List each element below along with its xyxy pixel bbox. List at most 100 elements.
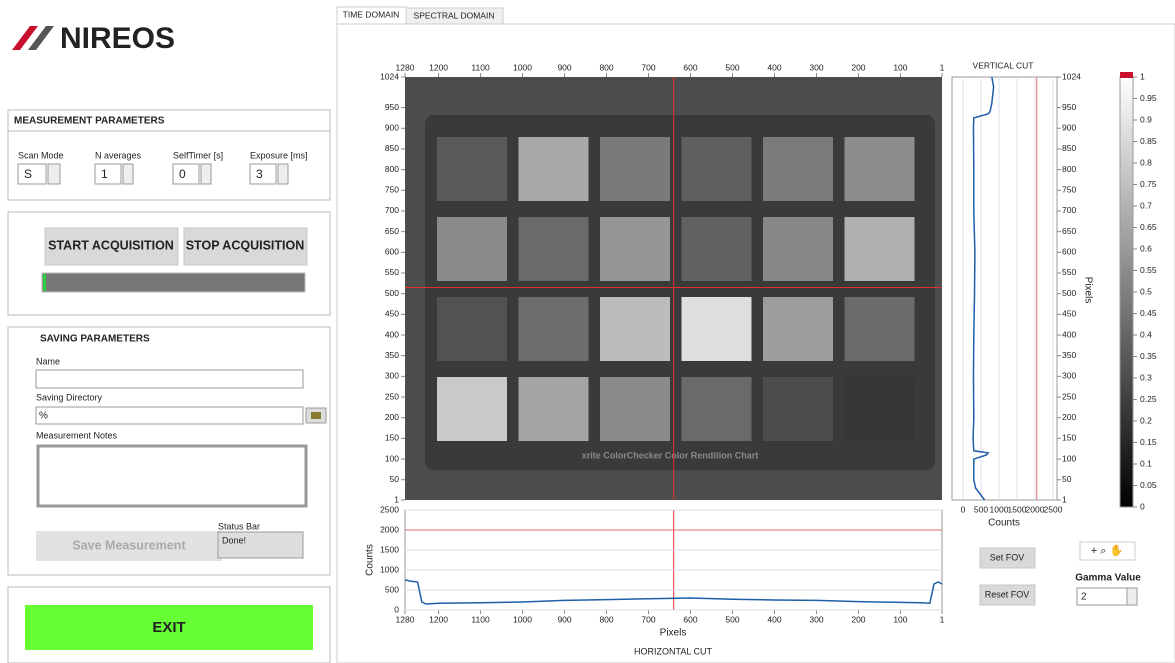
y-tick-label: 250 — [1062, 391, 1076, 401]
field-input[interactable] — [95, 164, 121, 184]
x-tick-label: 1 — [940, 614, 945, 624]
colorbar-label: 0.85 — [1140, 136, 1157, 146]
patch — [519, 217, 589, 281]
colorbar-label: 0.15 — [1140, 437, 1157, 447]
patch — [682, 137, 752, 201]
field-label: SelfTimer [s] — [173, 150, 223, 160]
notes-input[interactable] — [38, 446, 306, 506]
x-tick-label: 1200 — [429, 62, 448, 72]
patch — [845, 377, 915, 441]
field-label: Gamma Value — [1075, 573, 1141, 584]
y-tick-label: 1024 — [1062, 71, 1081, 81]
progress-bar — [42, 273, 305, 292]
colorbar-label: 0.8 — [1140, 157, 1152, 167]
colorbar-label: 0.4 — [1140, 329, 1152, 339]
y-tick-label: 650 — [1062, 226, 1076, 236]
x-tick-label: 600 — [683, 62, 697, 72]
patch — [600, 217, 670, 281]
name-input[interactable] — [36, 370, 303, 388]
exit-label: EXIT — [152, 619, 185, 636]
x-tick-label: 1200 — [429, 614, 448, 624]
patch — [845, 137, 915, 201]
colorbar-label: 0.3 — [1140, 372, 1152, 382]
y-tick-label: 700 — [385, 205, 399, 215]
plot-title: VERTICAL CUT — [973, 60, 1034, 70]
patch — [519, 297, 589, 361]
patch — [519, 137, 589, 201]
colorbar-label: 0.9 — [1140, 114, 1152, 124]
logo: NIREOS — [12, 22, 175, 55]
axis-label: Counts — [988, 518, 1020, 529]
x-tick-label: 1500 — [1008, 504, 1027, 514]
x-tick-label: 300 — [809, 614, 823, 624]
start-label: START ACQUISITION — [48, 238, 174, 252]
x-tick-label: 500 — [725, 614, 739, 624]
y-tick-label: 350 — [385, 350, 399, 360]
field-input[interactable] — [250, 164, 276, 184]
dir-input[interactable] — [36, 407, 303, 424]
x-tick-label: 500 — [725, 62, 739, 72]
x-tick-label: 1280 — [396, 614, 415, 624]
y-tick-label: 500 — [385, 288, 399, 298]
panel-title: MEASUREMENT PARAMETERS — [14, 116, 165, 127]
y-tick-label: 700 — [1062, 205, 1076, 215]
tab-label: TIME DOMAIN — [343, 9, 400, 19]
y-tick-label: 850 — [385, 143, 399, 153]
field-input[interactable] — [173, 164, 199, 184]
x-tick-label: 1100 — [471, 62, 490, 72]
patch — [437, 217, 507, 281]
colorbar-label: 0.1 — [1140, 458, 1152, 468]
tab-label: SPECTRAL DOMAIN — [414, 10, 495, 20]
colorbar-label: 0 — [1140, 501, 1145, 511]
spinner — [48, 164, 60, 184]
y-tick-label: 2500 — [380, 504, 399, 514]
button-label: Set FOV — [990, 552, 1025, 562]
axis-label: Pixels — [660, 628, 687, 639]
x-tick-label: 900 — [557, 62, 571, 72]
y-tick-label: 500 — [385, 584, 399, 594]
y-tick-label: 50 — [1062, 474, 1072, 484]
y-tick-label: 750 — [385, 185, 399, 195]
colorbar-label: 0.75 — [1140, 179, 1157, 189]
patch — [437, 377, 507, 441]
axis-label: Counts — [365, 544, 376, 576]
x-tick-label: 200 — [851, 62, 865, 72]
patch — [845, 297, 915, 361]
x-tick-label: 1000 — [513, 62, 532, 72]
x-tick-label: 900 — [557, 614, 571, 624]
y-tick-label: 450 — [385, 309, 399, 319]
logo-text: NIREOS — [60, 22, 175, 55]
y-tick-label: 400 — [1062, 329, 1076, 339]
y-tick-label: 600 — [385, 247, 399, 257]
field-value: 1 — [101, 167, 108, 181]
colorbar-label: 0.35 — [1140, 351, 1157, 361]
axis-label: Pixels — [1082, 277, 1093, 304]
y-tick-label: 950 — [1062, 102, 1076, 112]
y-tick-label: 500 — [1062, 288, 1076, 298]
patch — [437, 297, 507, 361]
y-tick-label: 950 — [385, 102, 399, 112]
save-label: Save Measurement — [72, 538, 186, 552]
y-tick-label: 200 — [1062, 412, 1076, 422]
y-tick-label: 1 — [394, 494, 399, 504]
field-label: Measurement Notes — [36, 430, 118, 440]
patch — [437, 137, 507, 201]
y-tick-label: 650 — [385, 226, 399, 236]
y-tick-label: 250 — [385, 391, 399, 401]
field-value: 3 — [256, 167, 263, 181]
field-label: Saving Directory — [36, 392, 103, 402]
y-tick-label: 2000 — [380, 524, 399, 534]
patch — [600, 137, 670, 201]
patch — [600, 297, 670, 361]
patch — [682, 377, 752, 441]
spinner — [123, 164, 133, 184]
gamma-value: 2 — [1081, 592, 1087, 603]
y-tick-label: 1 — [1062, 494, 1067, 504]
y-tick-label: 1500 — [380, 544, 399, 554]
x-tick-label: 700 — [641, 62, 655, 72]
x-tick-label: 2000 — [1026, 504, 1045, 514]
patch — [600, 377, 670, 441]
x-tick-label: 1000 — [990, 504, 1009, 514]
colorbar-label: 0.25 — [1140, 394, 1157, 404]
colorbar-label: 0.65 — [1140, 222, 1157, 232]
